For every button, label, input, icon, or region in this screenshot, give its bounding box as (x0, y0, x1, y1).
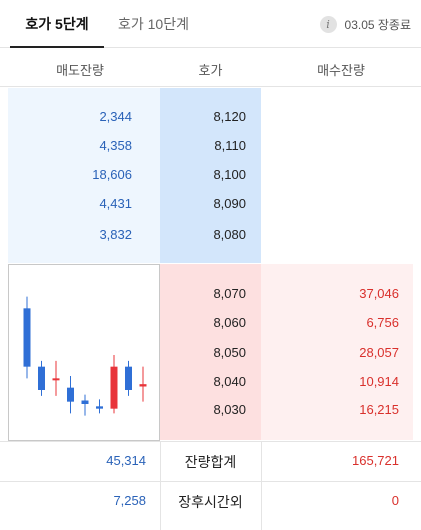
ask-volume: 18,606 (92, 167, 132, 182)
order-book-tabs: 호가 5단계 호가 10단계 i 03.05 장종료 (0, 0, 421, 48)
after-hours-bid: 0 (391, 493, 399, 508)
ask-volume: 4,431 (99, 196, 132, 211)
bid-price[interactable]: 8,040 (213, 374, 246, 389)
header-ask-volume: 매도잔량 (56, 63, 104, 78)
market-status-text: 03.05 장종료 (344, 18, 411, 32)
info-icon[interactable]: i (319, 16, 337, 33)
after-hours-row: 7,258 장후시간외 0 (0, 481, 421, 530)
column-divider (261, 482, 262, 530)
bid-price[interactable]: 8,050 (213, 345, 246, 360)
bid-volume: 10,914 (359, 374, 399, 389)
column-divider (160, 482, 161, 530)
market-status: i 03.05 장종료 (319, 16, 411, 33)
tab-10-levels[interactable]: 호가 10단계 (118, 16, 189, 32)
ask-total: 45,314 (106, 453, 146, 468)
ask-price[interactable]: 8,120 (213, 109, 246, 124)
tab-5-levels[interactable]: 호가 5단계 (10, 14, 104, 48)
ask-price[interactable]: 8,090 (213, 196, 246, 211)
ask-volume: 4,358 (99, 138, 132, 153)
ask-price-area (160, 88, 261, 263)
bid-volume-area (261, 264, 413, 440)
candle-body (96, 406, 103, 409)
bid-volume: 28,057 (359, 345, 399, 360)
bid-volume: 16,215 (359, 402, 399, 417)
bid-price[interactable]: 8,030 (213, 402, 246, 417)
candle-body (139, 384, 147, 387)
candle-body (23, 308, 31, 367)
candle-body (125, 366, 132, 390)
bid-price-area (160, 264, 261, 440)
ask-volume: 3,832 (99, 227, 132, 242)
bid-volume: 37,046 (359, 286, 399, 301)
ask-price[interactable]: 8,110 (214, 138, 246, 153)
order-book-header: 매도잔량 호가 매수잔량 (0, 49, 421, 87)
bid-volume: 6,756 (366, 315, 399, 330)
bid-total: 165,721 (352, 453, 399, 468)
candle-body (67, 387, 74, 402)
ask-price[interactable]: 8,080 (213, 227, 246, 242)
candle-body (81, 400, 89, 404)
after-hours-ask: 7,258 (113, 493, 146, 508)
ask-volume: 2,344 (99, 109, 132, 124)
bid-price[interactable]: 8,070 (213, 286, 246, 301)
total-label: 잔량합계 (184, 454, 237, 470)
candle-body (110, 366, 118, 409)
bid-price[interactable]: 8,060 (213, 315, 246, 330)
after-hours-label: 장후시간외 (178, 494, 243, 510)
candle-body (38, 366, 45, 390)
ask-price[interactable]: 8,100 (213, 167, 246, 182)
candle-chart-svg (23, 296, 147, 416)
candle-body (52, 378, 60, 381)
header-price: 호가 (198, 63, 223, 78)
column-divider (261, 442, 262, 481)
mini-candle-chart (8, 264, 160, 441)
header-bid-volume: 매수잔량 (317, 63, 365, 78)
column-divider (160, 442, 161, 481)
ask-volume-area (8, 88, 160, 263)
total-row: 45,314 잔량합계 165,721 (0, 441, 421, 481)
